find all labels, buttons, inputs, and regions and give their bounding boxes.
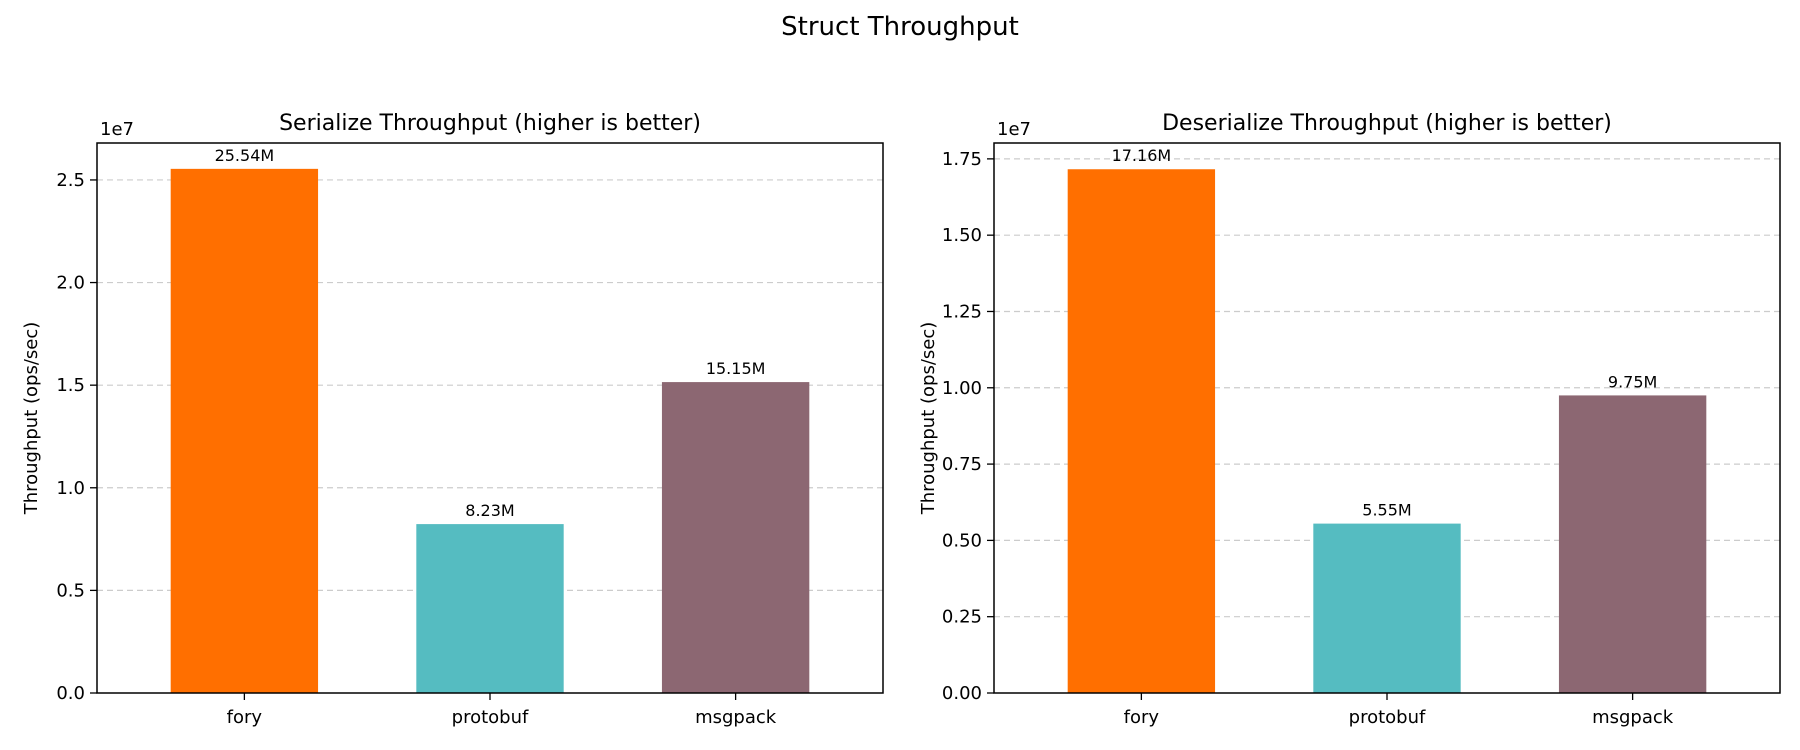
subplot-title: Serialize Throughput (higher is better)	[279, 111, 701, 136]
y-tick-label: 1.5	[56, 375, 85, 396]
y-axis-label: Throughput (ops/sec)	[21, 322, 42, 516]
bar-msgpack	[1558, 395, 1707, 693]
x-tick-label: fory	[227, 707, 263, 728]
figure-title: Struct Throughput	[781, 12, 1019, 42]
deserialize-chart: 17.16M 5.55M 9.75M 0.00 0.25 0.50 0.75 1.00 1.25…	[918, 111, 1781, 728]
axis-offset-label: 1e7	[100, 119, 134, 140]
x-tick-label: protobuf	[1349, 707, 1426, 728]
data-label: 15.15M	[706, 359, 766, 378]
x-tick-label: fory	[1124, 707, 1160, 728]
y-tick-label: 1.50	[942, 225, 982, 246]
data-label: 17.16M	[1112, 146, 1172, 165]
y-axis-label: Throughput (ops/sec)	[918, 322, 939, 516]
serialize-chart: 25.54M 8.23M 15.15M 0.0 0.5 1.0 1.5 2.0 2.5 fory p…	[21, 111, 884, 728]
data-label: 8.23M	[465, 501, 514, 520]
y-tick-label: 0.0	[56, 683, 85, 704]
y-tick-label: 2.5	[56, 170, 85, 191]
subplot-title: Deserialize Throughput (higher is better…	[1162, 111, 1612, 136]
bar-protobuf	[416, 524, 564, 693]
y-tick-label: 1.75	[942, 149, 982, 170]
bar-fory	[170, 168, 319, 693]
data-label: 5.55M	[1362, 501, 1411, 520]
y-tick-label: 0.75	[942, 454, 982, 475]
y-tick-label: 0.5	[56, 580, 85, 601]
x-tick-label: msgpack	[695, 707, 777, 728]
y-tick-label: 1.0	[56, 478, 85, 499]
y-tick-label: 0.25	[942, 607, 982, 628]
y-tick-label: 1.00	[942, 378, 982, 399]
x-tick-label: protobuf	[452, 707, 529, 728]
y-tick-label: 1.25	[942, 301, 982, 322]
bar-msgpack	[661, 382, 810, 693]
x-tick-label: msgpack	[1592, 707, 1674, 728]
bar-fory	[1067, 169, 1216, 694]
data-label: 9.75M	[1608, 372, 1657, 391]
axis-offset-label: 1e7	[997, 119, 1031, 140]
data-label: 25.54M	[215, 146, 275, 165]
y-tick-label: 2.0	[56, 273, 85, 294]
y-tick-label: 0.00	[942, 683, 982, 704]
bar-protobuf	[1313, 523, 1461, 693]
y-tick-label: 0.50	[942, 530, 982, 551]
